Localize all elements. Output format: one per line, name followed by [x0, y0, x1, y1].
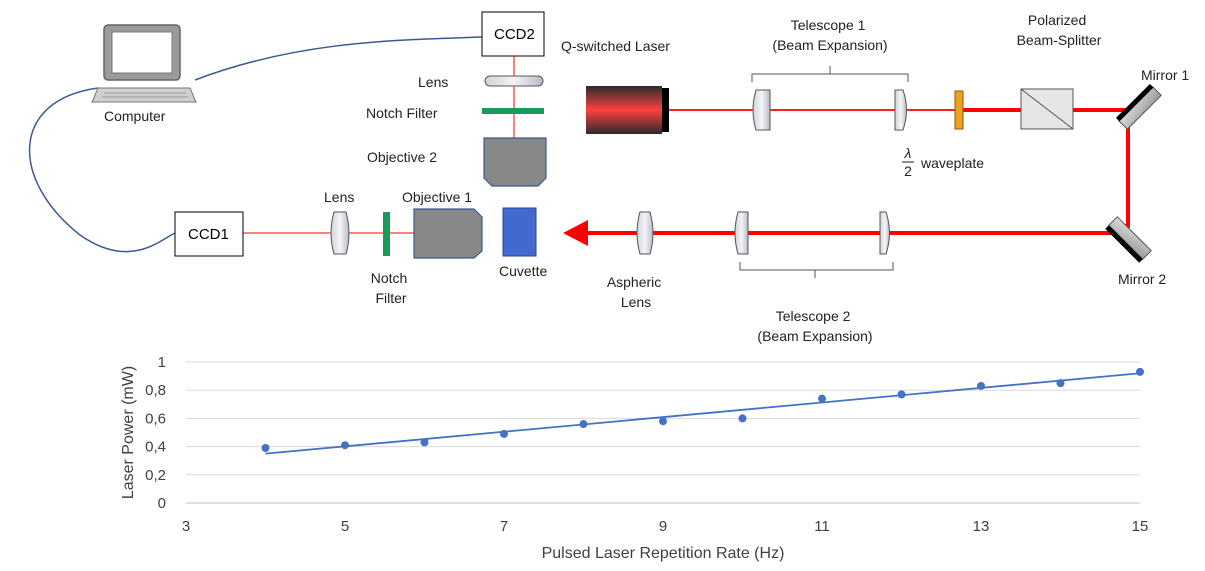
y-tick-label: 0,2: [145, 467, 166, 484]
lens-left-icon: [330, 211, 350, 255]
aspheric-lens-line2: Lens: [621, 294, 651, 310]
x-tick-label: 13: [973, 518, 990, 535]
x-tick-label: 9: [659, 518, 667, 535]
x-axis-label: Pulsed Laser Repetition Rate (Hz): [542, 545, 785, 562]
laser-label: Q-switched Laser: [561, 38, 670, 54]
x-tick-label: 11: [814, 518, 830, 535]
cuvette-icon: [502, 207, 537, 257]
telescope-1-bracket: [751, 66, 909, 82]
x-tick-label: 15: [1132, 518, 1149, 535]
data-point: [659, 417, 667, 426]
objective-1-label: Objective 1: [402, 189, 472, 205]
telescope-1-subtitle: (Beam Expansion): [772, 37, 887, 53]
objective-2-icon: [483, 137, 547, 187]
data-point: [738, 414, 747, 423]
data-point: [500, 429, 508, 438]
mirror-2-label: Mirror 2: [1118, 271, 1166, 287]
mirror-2-icon: [1105, 216, 1152, 263]
telescope-2-lens-a-icon: [734, 211, 749, 255]
ccd1-box: [174, 211, 244, 257]
laser-body-icon: [586, 86, 662, 134]
ccd2-box: [481, 11, 545, 57]
telescope-2-lens-b-icon: [879, 211, 890, 255]
lens-top-label: Lens: [418, 74, 448, 90]
y-tick-label: 1: [158, 354, 166, 371]
aspheric-lens-line1: Aspheric: [607, 274, 661, 290]
lens-top-icon: [484, 75, 544, 87]
telescope-2-title: Telescope 2: [776, 308, 851, 324]
x-tick-label: 3: [182, 518, 190, 535]
computer-label: Computer: [104, 108, 166, 124]
x-tick-label: 5: [341, 518, 349, 535]
data-point: [977, 381, 985, 390]
waveplate-word: waveplate: [920, 155, 984, 171]
beam-splitter-line1: Polarized: [1028, 12, 1086, 28]
beam-splitter-label: Polarized Beam-Splitter: [1017, 12, 1102, 48]
cable-computer-ccd2: [194, 36, 483, 81]
waveplate-label: λ 2 waveplate: [902, 145, 984, 179]
telescope-2-bracket: [739, 262, 894, 278]
beam-splitter-line2: Beam-Splitter: [1017, 32, 1102, 48]
ccd2-label: CCD2: [494, 26, 535, 43]
notch-filter-top-icon: [482, 108, 544, 114]
cable-computer-ccd1: [28, 87, 176, 253]
data-point: [261, 444, 270, 453]
aspheric-lens-icon: [636, 211, 654, 255]
mirror-1-icon: [1115, 83, 1162, 130]
computer-icon: [91, 24, 197, 103]
telescope-2-label: Telescope 2 (Beam Expansion): [757, 308, 872, 344]
notch-filter-left-icon: [383, 212, 390, 256]
lens-left-label: Lens: [324, 189, 354, 205]
data-point: [1136, 367, 1144, 376]
ccd1-label: CCD1: [188, 226, 229, 243]
data-point: [1056, 379, 1065, 388]
waveplate-two: 2: [904, 163, 912, 179]
beam-arrowhead: [563, 220, 588, 246]
telescope-1-lens-b-icon: [894, 89, 907, 131]
y-tick-label: 0: [158, 495, 166, 512]
y-tick-label: 0,4: [145, 439, 166, 456]
telescope-2-subtitle: (Beam Expansion): [757, 328, 872, 344]
waveplate-lambda: λ: [904, 145, 912, 161]
mirror-1-label: Mirror 1: [1141, 67, 1189, 83]
objective-2-label: Objective 2: [367, 149, 437, 165]
objective-1-icon: [413, 208, 483, 259]
laser-head-icon: [662, 88, 669, 132]
cuvette-label: Cuvette: [499, 263, 547, 279]
y-tick-label: 0,8: [145, 382, 166, 399]
y-tick-label: 0,6: [145, 410, 166, 427]
notch-filter-top-label: Notch Filter: [366, 105, 438, 121]
x-tick-label: 7: [500, 518, 508, 535]
trendline: [265, 372, 1141, 455]
y-axis-label: Laser Power (mW): [120, 366, 137, 499]
notch-filter-left-label: Notch Filter: [371, 270, 411, 306]
notch-filter-left-line2: Filter: [375, 290, 406, 306]
data-point: [897, 390, 906, 399]
notch-filter-left-line1: Notch: [371, 270, 408, 286]
telescope-1-lens-a-icon: [752, 89, 771, 131]
telescope-1-title: Telescope 1: [791, 17, 866, 33]
data-point: [579, 420, 588, 429]
data-point: [420, 438, 429, 447]
beam-splitter-diagonal: [1020, 88, 1074, 130]
aspheric-lens-label: Aspheric Lens: [607, 274, 665, 310]
waveplate-icon: [954, 90, 964, 130]
data-point: [341, 441, 349, 450]
telescope-1-label: Telescope 1 (Beam Expansion): [772, 17, 887, 53]
data-point: [818, 394, 826, 403]
